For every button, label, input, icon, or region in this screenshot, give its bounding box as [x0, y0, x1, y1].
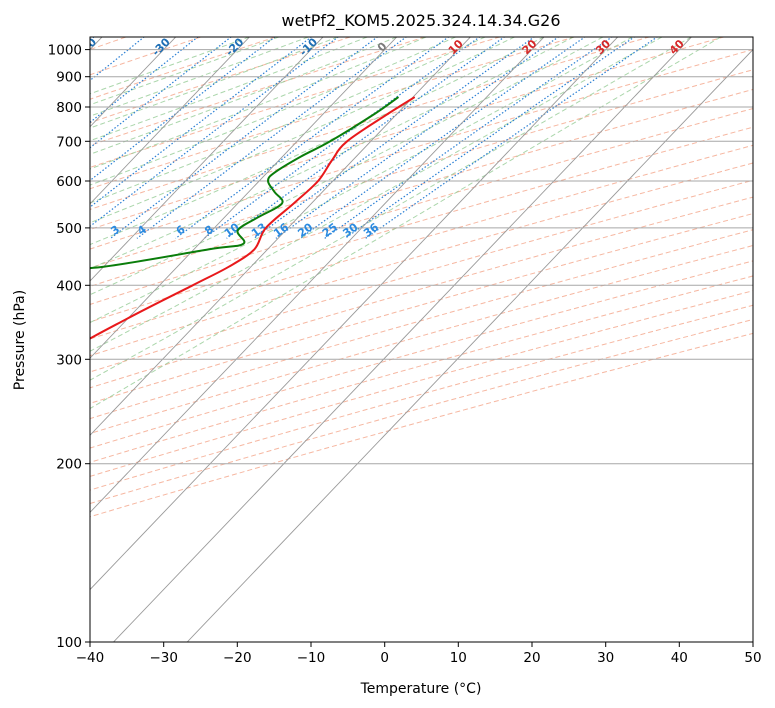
- x-tick-label: 30: [597, 650, 614, 666]
- isotherm-line: [186, 48, 753, 642]
- dry-adiabat-label: -40: [76, 35, 99, 58]
- mixing-ratio-line: [344, 37, 636, 239]
- y-tick-label: 1000: [48, 43, 82, 59]
- isotherm-line: [113, 37, 693, 642]
- dry-adiabat: [90, 88, 753, 287]
- mixing-ratio-line: [90, 37, 276, 182]
- series-lines: [90, 96, 415, 340]
- x-tick-label: 40: [671, 650, 688, 666]
- y-tick-label: 900: [56, 70, 82, 86]
- dry-adiabat: [90, 162, 753, 357]
- x-tick-label: −40: [76, 650, 105, 666]
- chart-title: wetPf2_KOM5.2025.324.14.34.G26: [281, 11, 560, 31]
- mixing-ratio-line: [253, 37, 536, 239]
- mixing-ratio-line: [90, 37, 199, 124]
- y-tick-label: 200: [56, 457, 82, 473]
- mixing-ratio-line: [299, 37, 586, 239]
- isotherm-line: [90, 37, 545, 514]
- y-axis-label: Pressure (hPa): [12, 290, 28, 390]
- isotherm-line: [90, 37, 324, 282]
- x-axis: −40 −30 −20 −10 0 10 20 30 40 50: [76, 642, 762, 666]
- isotherm-line: [90, 37, 251, 205]
- x-tick-label: −10: [297, 650, 326, 666]
- y-axis: 100 200 300 400 500 600 700 800 900 1000: [48, 43, 90, 651]
- plot-area: [90, 37, 753, 642]
- mixing-ratio-line: [110, 37, 379, 239]
- x-tick-label: 50: [744, 650, 761, 666]
- isotherm-line: [90, 37, 472, 436]
- mixing-ratio-line: [275, 37, 560, 239]
- y-tick-label: 700: [56, 134, 82, 150]
- y-tick-label: 600: [56, 174, 82, 190]
- plot-frame: [89, 36, 754, 643]
- temperature-line: [90, 96, 415, 340]
- y-tick-label: 500: [56, 221, 82, 237]
- y-tick-label: 400: [56, 278, 82, 294]
- x-tick-label: −20: [223, 650, 252, 666]
- mixing-ratio-line: [90, 37, 145, 82]
- dewpoint-line: [90, 96, 399, 270]
- mixing-ratio-line: [324, 37, 613, 239]
- mixing-ratio-line: [136, 37, 408, 239]
- isotherm-line: [90, 37, 398, 359]
- x-tick-label: 10: [450, 650, 467, 666]
- x-tick-label: 20: [523, 650, 540, 666]
- x-axis-label: Temperature (°C): [360, 681, 482, 697]
- mixing-ratio-line: [226, 37, 506, 239]
- x-tick-label: −30: [149, 650, 178, 666]
- y-tick-label: 300: [56, 352, 82, 368]
- y-tick-label: 800: [56, 100, 82, 116]
- y-tick-label: 100: [56, 635, 82, 651]
- mixing-ratio-line: [90, 37, 232, 149]
- x-tick-label: 0: [380, 650, 389, 666]
- isotherm-line: [90, 37, 619, 591]
- grid-lines: [90, 37, 753, 642]
- dry-adiabat: [90, 126, 753, 323]
